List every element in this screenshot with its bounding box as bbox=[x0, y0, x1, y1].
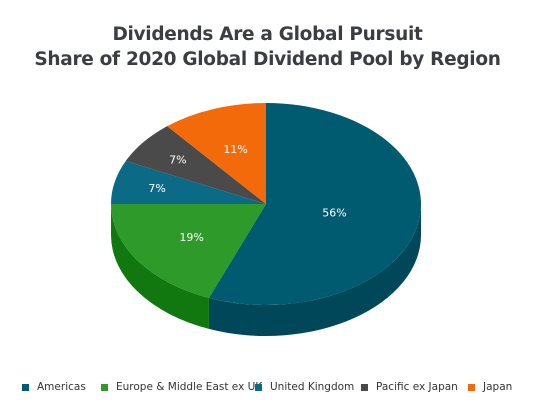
legend-item-pacific-ex-japan: Pacific ex Japan bbox=[361, 377, 458, 397]
legend-label: Japan bbox=[483, 381, 513, 393]
data-label-pacific-ex-japan: 7% bbox=[169, 153, 186, 166]
legend-label: United Kingdom bbox=[270, 381, 355, 393]
subtitle-line: Share of 2020 Global Dividend Pool by Re… bbox=[34, 49, 501, 70]
pie-depth bbox=[111, 204, 421, 337]
legend-swatch bbox=[101, 383, 108, 391]
legend-swatch bbox=[255, 383, 262, 391]
legend-item-united-kingdom: United Kingdom bbox=[255, 377, 354, 397]
legend-item-americas: Americas bbox=[22, 377, 86, 397]
legend-item-japan: Japan bbox=[468, 377, 512, 397]
pie-slice-americas bbox=[208, 103, 421, 305]
legend-swatch bbox=[361, 383, 368, 391]
pie-slice-japan bbox=[167, 103, 266, 204]
pie-slice-united-kingdom bbox=[111, 160, 266, 204]
data-label-europe-middle-east-ex-uk: 19% bbox=[179, 231, 203, 244]
pie-slices bbox=[111, 103, 421, 305]
legend: Americas Europe & Middle East ex UK Unit… bbox=[0, 377, 535, 397]
legend-label: Pacific ex Japan bbox=[376, 381, 458, 393]
pie-slice-pacific-ex-japan bbox=[125, 126, 267, 204]
chart-title: Dividends Are a Global Pursuit Share of … bbox=[0, 22, 535, 72]
pie-side-europe-middle-east-ex-uk bbox=[111, 204, 209, 329]
pie-slice-europe-middle-east-ex-uk bbox=[111, 204, 266, 298]
pie-labels: 56% 19% 7% 7% 11% bbox=[148, 143, 346, 244]
data-label-united-kingdom: 7% bbox=[148, 182, 165, 195]
data-label-americas: 56% bbox=[322, 207, 346, 220]
legend-item-europe: Europe & Middle East ex UK bbox=[101, 377, 262, 397]
legend-label: Europe & Middle East ex UK bbox=[116, 381, 263, 393]
title-line: Dividends Are a Global Pursuit bbox=[112, 24, 423, 45]
legend-label: Americas bbox=[37, 381, 86, 393]
legend-swatch bbox=[468, 383, 475, 391]
pie-side-americas bbox=[208, 204, 421, 337]
legend-swatch bbox=[22, 383, 29, 391]
data-label-japan: 11% bbox=[223, 143, 247, 156]
